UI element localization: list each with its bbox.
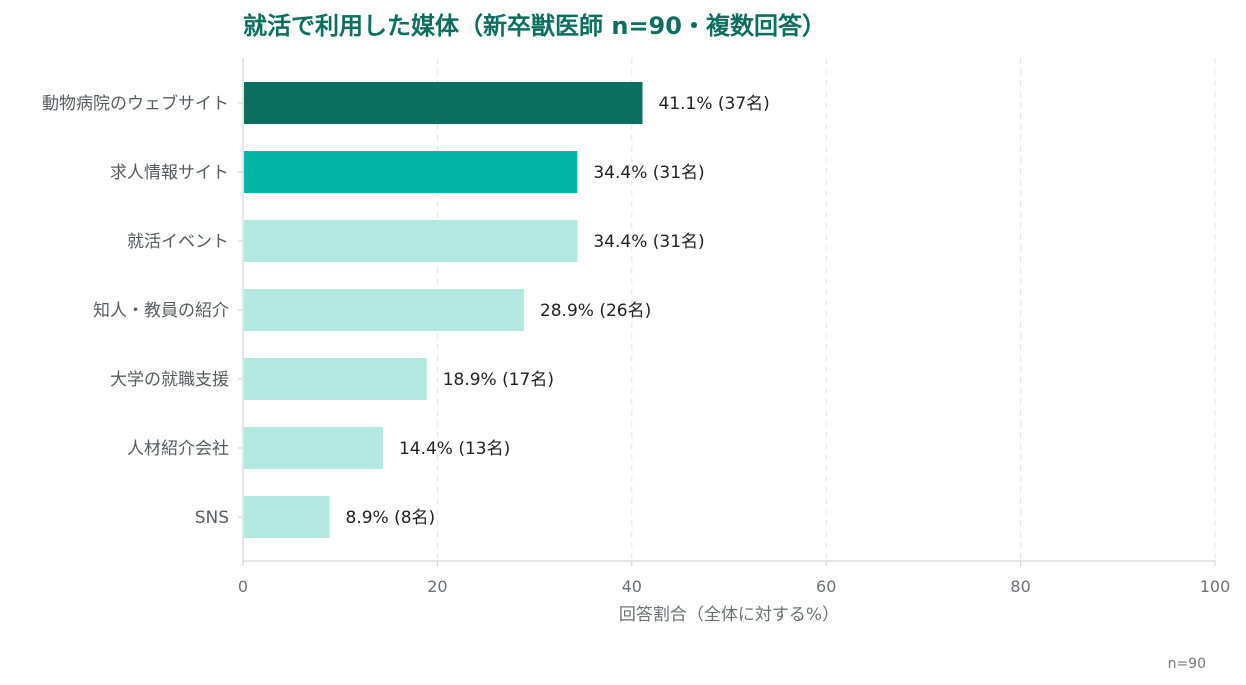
chart-title: 就活で利用した媒体（新卒獣医師 n=90・複数回答）: [243, 12, 826, 40]
value-label: 34.4% (31名): [593, 163, 704, 183]
x-axis-label: 回答割合（全体に対する%）: [619, 605, 839, 625]
bar-5: [244, 358, 427, 400]
x-tick-label: 100: [1200, 577, 1231, 596]
category-label: 求人情報サイト: [110, 163, 229, 183]
bar-3: [244, 220, 578, 262]
category-label: 就活イベント: [127, 232, 229, 252]
category-label: 大学の就職支援: [110, 370, 229, 390]
bar-2: [244, 151, 578, 193]
value-label: 34.4% (31名): [593, 232, 704, 252]
value-label: 41.1% (37名): [658, 94, 769, 114]
category-label: 人材紹介会社: [127, 439, 229, 459]
bar-6: [244, 427, 383, 469]
value-label: 28.9% (26名): [540, 301, 651, 321]
x-tick-label: 80: [1010, 577, 1030, 596]
axis-layer: 0 20 40 60 80 100 動物病院のウェブサイト求人情報サイト就活イベント知人・教…: [42, 58, 1230, 596]
x-tick-label: 60: [816, 577, 836, 596]
grid-layer: [436, 58, 1216, 561]
x-tick-label: 0: [238, 577, 248, 596]
x-tick-label: 40: [622, 577, 642, 596]
category-label: SNS: [195, 508, 229, 528]
bar-1: [244, 82, 643, 124]
value-label: 18.9% (17名): [443, 370, 554, 390]
category-label: 動物病院のウェブサイト: [42, 93, 229, 114]
bar-7: [244, 496, 330, 538]
bar-layer: 41.1% (37名) 34.4% (31名) 34.4% (31名) 28.9% (…: [244, 82, 770, 538]
value-label: 8.9% (8名): [346, 508, 436, 528]
bar-4: [244, 289, 524, 331]
x-tick-label: 20: [427, 577, 447, 596]
value-label: 14.4% (13名): [399, 439, 510, 459]
category-label: 知人・教員の紹介: [93, 301, 229, 321]
sample-size-note: n=90: [1168, 656, 1206, 672]
